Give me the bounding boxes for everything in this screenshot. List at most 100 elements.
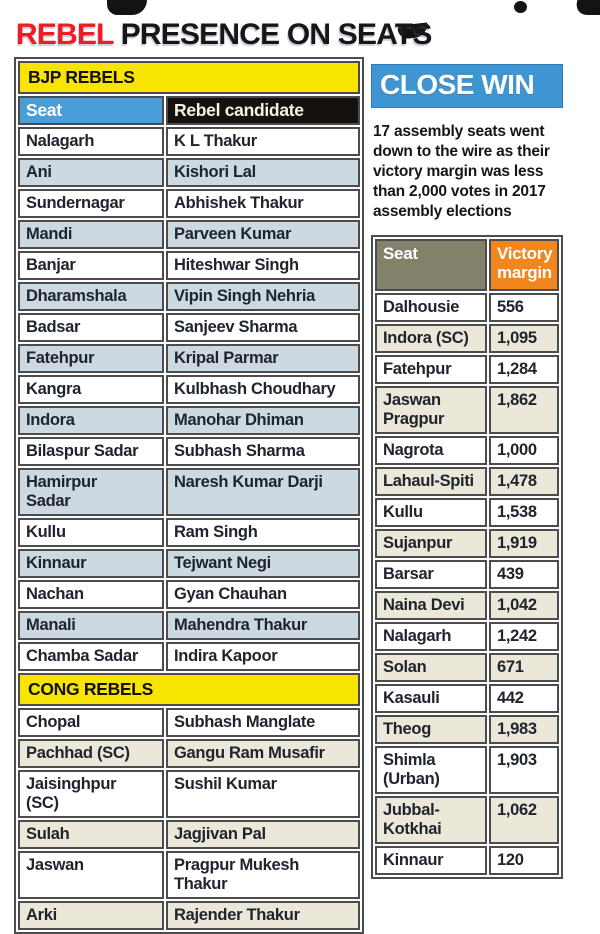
seat-cell: Kasauli (375, 684, 487, 713)
candidate-column-header: Rebel candidate (166, 96, 360, 125)
margin-cell: 1,862 (489, 386, 559, 434)
margin-cell: 1,478 (489, 467, 559, 496)
candidate-cell: Mahendra Thakur (166, 611, 360, 640)
table-row: Kullu 1,538 (375, 498, 559, 527)
margin-cell: 442 (489, 684, 559, 713)
cropped-headline-fragment (514, 1, 527, 13)
seat-cell: Bilaspur Sadar (18, 437, 164, 466)
table-row: Indora (SC) 1,095 (375, 324, 559, 353)
seat-cell: Theog (375, 715, 487, 744)
table-row: Jaswan Pragpur 1,862 (375, 386, 559, 434)
candidate-cell: Gangu Ram Musafir (166, 739, 360, 768)
section-band-row: BJP REBELS (18, 61, 360, 94)
table-row: Lahaul-Spiti 1,478 (375, 467, 559, 496)
table-row: Kinnaur Tejwant Negi (18, 549, 360, 578)
table-row: Indora Manohar Dhiman (18, 406, 360, 435)
seat-cell: Nalagarh (18, 127, 164, 156)
seat-column-header: Seat (375, 239, 487, 291)
page-title: REBEL PRESENCE ON SEATS (16, 18, 432, 52)
margin-cell: 556 (489, 293, 559, 322)
rebels-table: BJP REBELS Seat Rebel candidate Nalagarh… (14, 57, 364, 934)
candidate-cell: Kishori Lal (166, 158, 360, 187)
seat-cell: Sundernagar (18, 189, 164, 218)
close-win-heading: CLOSE WIN (371, 64, 563, 108)
table-row: Kangra Kulbhash Choudhary (18, 375, 360, 404)
table-row: Fatehpur Kripal Parmar (18, 344, 360, 373)
candidate-cell: Indira Kapoor (166, 642, 360, 671)
seat-cell: Mandi (18, 220, 164, 249)
seat-cell: Naina Devi (375, 591, 487, 620)
seat-cell: Sulah (18, 820, 164, 849)
candidate-cell: Kulbhash Choudhary (166, 375, 360, 404)
table-row: Jaisinghpur (SC) Sushil Kumar (18, 770, 360, 818)
margin-cell: 1,919 (489, 529, 559, 558)
table-row: Kasauli 442 (375, 684, 559, 713)
table-row: Chamba Sadar Indira Kapoor (18, 642, 360, 671)
margin-cell: 1,903 (489, 746, 559, 794)
seat-cell: Dalhousie (375, 293, 487, 322)
seat-cell: Pachhad (SC) (18, 739, 164, 768)
table-row: Naina Devi 1,042 (375, 591, 559, 620)
margin-cell: 1,000 (489, 436, 559, 465)
table-row: Dalhousie 556 (375, 293, 559, 322)
table-row: Fatehpur 1,284 (375, 355, 559, 384)
table-row: Nalagarh 1,242 (375, 622, 559, 651)
cong-rebels-band: CONG REBELS (18, 673, 360, 706)
seat-cell: Ani (18, 158, 164, 187)
seat-cell: Jaswan Pragpur (375, 386, 487, 434)
candidate-cell: Rajender Thakur (166, 901, 360, 930)
candidate-cell: Vipin Singh Nehria (166, 282, 360, 311)
margin-cell: 1,042 (489, 591, 559, 620)
table-row: Barsar 439 (375, 560, 559, 589)
margin-cell: 671 (489, 653, 559, 682)
candidate-cell: Jagjivan Pal (166, 820, 360, 849)
page-title-highlight: REBEL (16, 18, 114, 51)
seat-cell: Kangra (18, 375, 164, 404)
bjp-rebels-band: BJP REBELS (18, 61, 360, 94)
seat-cell: Arki (18, 901, 164, 930)
candidate-cell: Abhishek Thakur (166, 189, 360, 218)
candidate-cell: Ram Singh (166, 518, 360, 547)
candidate-cell: Parveen Kumar (166, 220, 360, 249)
seat-cell: Jaswan (18, 851, 164, 899)
candidate-cell: Pragpur Mukesh Thakur (166, 851, 360, 899)
candidate-cell: Sushil Kumar (166, 770, 360, 818)
table-row: Bilaspur Sadar Subhash Sharma (18, 437, 360, 466)
seat-cell: Nagrota (375, 436, 487, 465)
seat-cell: Fatehpur (375, 355, 487, 384)
candidate-cell: Kripal Parmar (166, 344, 360, 373)
page-title-rest: PRESENCE ON SEATS (120, 18, 433, 51)
margin-cell: 439 (489, 560, 559, 589)
candidate-cell: Naresh Kumar Darji (166, 468, 360, 516)
table-row: Ani Kishori Lal (18, 158, 360, 187)
table-row: Sundernagar Abhishek Thakur (18, 189, 360, 218)
seat-cell: Dharamshala (18, 282, 164, 311)
candidate-cell: Subhash Sharma (166, 437, 360, 466)
table-row: Mandi Parveen Kumar (18, 220, 360, 249)
table-row: Nagrota 1,000 (375, 436, 559, 465)
margin-cell: 1,538 (489, 498, 559, 527)
seat-cell: Chopal (18, 708, 164, 737)
candidate-cell: K L Thakur (166, 127, 360, 156)
candidate-cell: Tejwant Negi (166, 549, 360, 578)
table-row: Kullu Ram Singh (18, 518, 360, 547)
seat-cell: Hamirpur Sadar (18, 468, 164, 516)
close-win-table: Seat Victory margin Dalhousie 556 Indora… (371, 235, 563, 879)
table-row: Manali Mahendra Thakur (18, 611, 360, 640)
column-header-row: Seat Victory margin (375, 239, 559, 291)
margin-cell: 1,062 (489, 796, 559, 844)
seat-cell: Shimla (Urban) (375, 746, 487, 794)
candidate-cell: Subhash Manglate (166, 708, 360, 737)
table-row: Jaswan Pragpur Mukesh Thakur (18, 851, 360, 899)
seat-cell: Kinnaur (18, 549, 164, 578)
victory-margin-column-header: Victory margin (489, 239, 559, 291)
table-row: Sulah Jagjivan Pal (18, 820, 360, 849)
seat-cell: Sujanpur (375, 529, 487, 558)
seat-cell: Manali (18, 611, 164, 640)
close-win-panel: CLOSE WIN 17 assembly seats went down to… (371, 64, 563, 879)
table-row: Pachhad (SC) Gangu Ram Musafir (18, 739, 360, 768)
section-band-row: CONG REBELS (18, 673, 360, 706)
seat-cell: Banjar (18, 251, 164, 280)
margin-cell: 120 (489, 846, 559, 875)
candidate-cell: Sanjeev Sharma (166, 313, 360, 342)
